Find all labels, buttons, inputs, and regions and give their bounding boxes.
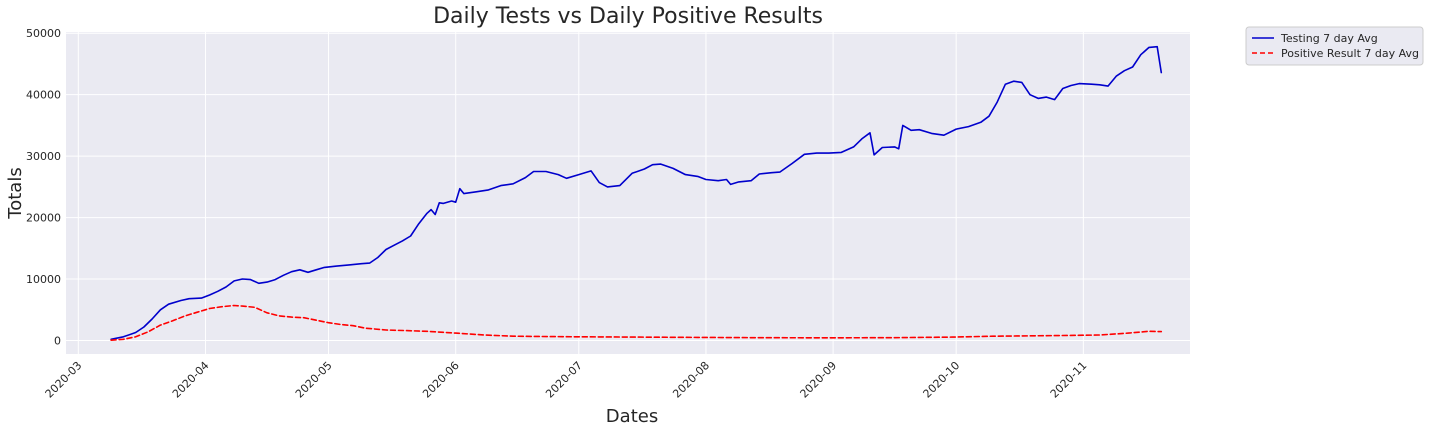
legend-label-testing: Testing 7 day Avg (1280, 32, 1378, 45)
legend-label-positive: Positive Result 7 day Avg (1281, 47, 1419, 60)
y-tick-label: 40000 (26, 89, 61, 102)
y-tick-label: 30000 (26, 150, 61, 163)
grid-lines (66, 32, 1190, 354)
y-tick-labels: 0 10000 20000 30000 40000 50000 (26, 27, 61, 347)
x-tick-label: 2020-10 (921, 359, 963, 401)
chart-title: Daily Tests vs Daily Positive Results (433, 4, 823, 29)
legend-box (1245, 26, 1424, 66)
series-line-1 (110, 304, 1163, 342)
legend: Testing 7 day Avg Positive Result 7 day … (1245, 26, 1424, 66)
x-tick-label: 2020-07 (543, 359, 585, 401)
y-tick-label: 50000 (26, 27, 61, 40)
y-tick-label: 20000 (26, 212, 61, 225)
x-tick-labels: 2020-03 2020-04 2020-05 2020-06 2020-07 2020-… (43, 359, 1090, 401)
x-axis-title: Dates (606, 406, 658, 427)
series-line-0 (110, 45, 1163, 341)
y-tick-label: 10000 (26, 273, 61, 286)
x-tick-label: 2020-11 (1048, 359, 1090, 401)
x-tick-label: 2020-09 (798, 359, 840, 401)
series-lines (110, 45, 1163, 342)
x-tick-label: 2020-03 (43, 359, 85, 401)
x-tick-label: 2020-08 (670, 359, 712, 401)
x-tick-label: 2020-06 (420, 359, 462, 401)
x-tick-label: 2020-05 (293, 359, 335, 401)
plot-background (66, 32, 1190, 354)
y-axis-title: Totals (5, 167, 26, 219)
x-tick-label: 2020-04 (170, 359, 212, 401)
y-tick-label: 0 (54, 334, 61, 347)
